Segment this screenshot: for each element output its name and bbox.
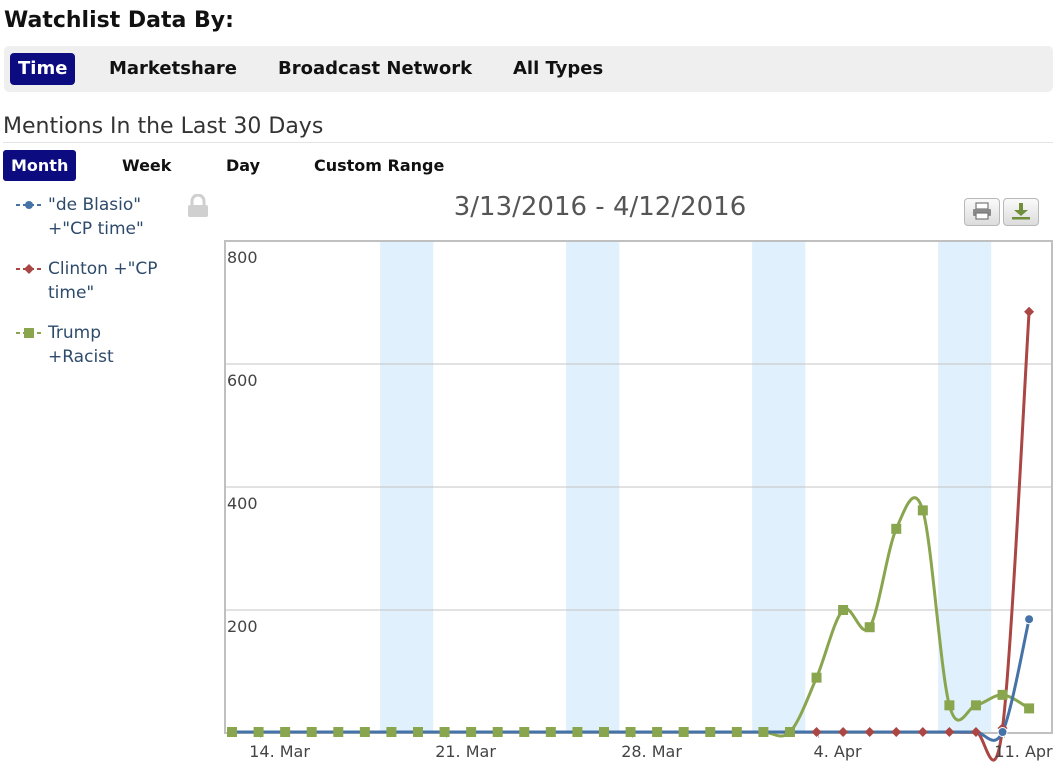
data-point[interactable] <box>598 727 609 737</box>
x-tick-label: 11. Apr <box>994 742 1053 761</box>
legend-item-clinton[interactable]: Clinton +"CP time" <box>16 257 176 305</box>
data-point[interactable] <box>652 727 663 737</box>
legend-item-de-blasio[interactable]: "de Blasio" +"CP time" <box>16 193 176 241</box>
data-point[interactable] <box>997 727 1008 737</box>
range-tab-week[interactable]: Week <box>122 156 172 175</box>
data-point[interactable] <box>492 727 503 737</box>
data-point[interactable] <box>997 689 1008 700</box>
download-icon <box>1012 203 1030 220</box>
print-icon <box>973 202 991 220</box>
data-point[interactable] <box>784 727 795 737</box>
x-tick-label: 21. Mar <box>435 742 496 761</box>
tab-broadcast-network[interactable]: Broadcast Network <box>278 58 473 79</box>
data-point[interactable] <box>333 727 344 737</box>
data-point[interactable] <box>678 727 689 737</box>
tab-all-types[interactable]: All Types <box>513 58 604 79</box>
chart-title: 3/13/2016 - 4/12/2016 <box>453 192 747 222</box>
x-tick-label: 28. Mar <box>621 742 682 761</box>
data-point[interactable] <box>758 727 769 737</box>
data-point[interactable] <box>731 727 742 737</box>
diamond-marker-icon <box>16 264 42 274</box>
data-point[interactable] <box>891 727 902 737</box>
data-point[interactable] <box>1024 306 1035 317</box>
data-point[interactable] <box>864 622 875 633</box>
data-point[interactable] <box>227 727 237 737</box>
tab-marketshare[interactable]: Marketshare <box>109 58 237 79</box>
data-point[interactable] <box>439 727 450 737</box>
legend-label-line1: Trump <box>48 323 102 343</box>
x-tick-label: 4. Apr <box>814 742 862 761</box>
data-point[interactable] <box>1024 614 1035 625</box>
section-divider <box>3 142 1053 143</box>
y-tick-label: 800 <box>227 248 258 267</box>
legend-label-line2: +Racist <box>48 347 114 367</box>
data-point[interactable] <box>944 727 955 737</box>
data-point[interactable] <box>970 727 981 737</box>
data-point[interactable] <box>864 727 875 737</box>
data-point[interactable] <box>412 727 423 737</box>
data-point[interactable] <box>519 727 530 737</box>
data-point[interactable] <box>917 727 928 737</box>
series-line <box>230 617 1031 742</box>
data-point[interactable] <box>811 672 822 683</box>
legend-item-trump[interactable]: Trump +Racist <box>16 321 176 369</box>
range-tab-custom-range[interactable]: Custom Range <box>314 156 445 175</box>
square-marker-icon <box>16 328 42 338</box>
data-point[interactable] <box>838 605 849 615</box>
data-point[interactable] <box>891 523 902 534</box>
data-point[interactable] <box>545 727 556 737</box>
range-tab-month[interactable]: Month <box>3 150 77 181</box>
data-point[interactable] <box>359 727 370 737</box>
data-point[interactable] <box>1024 703 1035 714</box>
data-point[interactable] <box>838 727 849 737</box>
tab-time[interactable]: Time <box>10 53 76 85</box>
y-tick-label: 400 <box>227 494 258 513</box>
data-point[interactable] <box>572 727 583 737</box>
page-title: Watchlist Data By: <box>4 8 234 33</box>
view-tabbar: Time Marketshare Broadcast Network All T… <box>4 46 1053 92</box>
legend-label-line1: "de Blasio" <box>48 195 142 215</box>
data-point[interactable] <box>944 700 955 711</box>
y-tick-label: 200 <box>227 617 258 636</box>
print-button[interactable] <box>964 198 1000 226</box>
x-tick-label: 14. Mar <box>249 742 310 761</box>
section-title: Mentions In the Last 30 Days <box>3 114 324 139</box>
y-tick-label: 600 <box>227 371 258 390</box>
data-point[interactable] <box>970 700 981 711</box>
data-point[interactable] <box>386 727 397 737</box>
data-point[interactable] <box>466 727 477 737</box>
legend-label-line2: time" <box>48 283 95 303</box>
range-tab-day[interactable]: Day <box>226 156 261 175</box>
data-point[interactable] <box>625 727 636 737</box>
data-point[interactable] <box>280 727 291 737</box>
chart-legend: "de Blasio" +"CP time" Clinton +"CP time… <box>16 193 176 385</box>
series-line <box>230 496 1031 738</box>
data-point[interactable] <box>811 727 822 737</box>
legend-label-line2: +"CP time" <box>48 219 144 239</box>
legend-label-line1: Clinton +"CP <box>48 259 158 279</box>
data-point[interactable] <box>253 727 264 737</box>
data-point[interactable] <box>917 505 928 516</box>
data-point[interactable] <box>306 727 317 737</box>
download-button[interactable] <box>1003 198 1039 226</box>
lock-icon[interactable] <box>186 194 210 218</box>
circle-marker-icon <box>16 201 42 209</box>
series-line <box>230 310 1031 762</box>
data-point[interactable] <box>705 727 716 737</box>
